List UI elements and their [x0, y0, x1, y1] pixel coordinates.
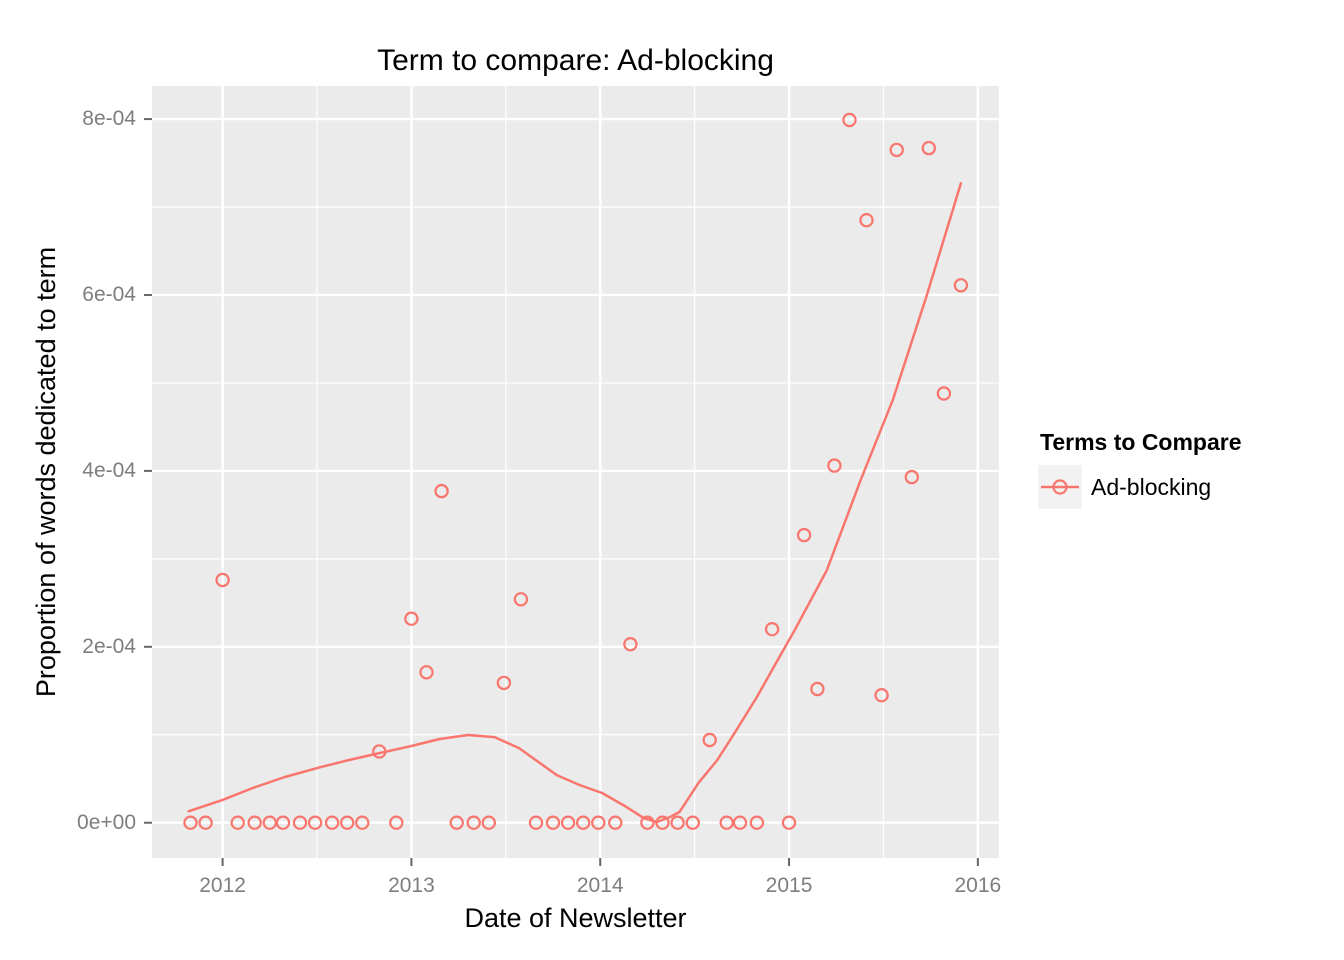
legend-key-swatch [1038, 465, 1082, 509]
data-point [842, 112, 857, 128]
data-point [640, 815, 655, 830]
data-point [560, 815, 576, 830]
data-point [859, 212, 874, 228]
data-point [434, 483, 449, 499]
data-point [324, 815, 340, 830]
data-point [183, 815, 198, 830]
data-point [275, 815, 291, 830]
data-point [247, 815, 262, 830]
data-point [545, 815, 561, 830]
data-point [466, 815, 481, 830]
data-point [481, 815, 496, 830]
y-tick-label: 0e+00 [77, 810, 136, 834]
legend-item-label: Ad-blocking [1091, 473, 1212, 500]
legend: Terms to Compare Ad-blocking [1038, 430, 1242, 509]
data-point [623, 637, 638, 652]
x-axis-title: Date of Newsletter [464, 903, 687, 933]
y-tick-label: 4e-04 [82, 458, 136, 482]
data-point [904, 469, 920, 485]
data-point [827, 458, 842, 473]
x-tick-label: 2012 [199, 874, 246, 897]
y-tick-label: 2e-04 [82, 634, 136, 658]
data-point [389, 815, 404, 830]
data-point [230, 815, 245, 830]
data-point [608, 815, 623, 830]
legend-item-ad-blocking: Ad-blocking [1038, 465, 1242, 509]
data-point [685, 815, 701, 830]
data-point [749, 815, 765, 830]
data-point [936, 386, 952, 401]
x-tick-label: 2014 [576, 874, 624, 897]
data-point [953, 278, 969, 293]
data-point [670, 815, 685, 830]
data-point [449, 815, 464, 830]
data-point [921, 140, 937, 156]
legend-title: Terms to Compare [1040, 429, 1242, 455]
y-tick-label: 8e-04 [82, 107, 136, 131]
data-point [340, 815, 355, 830]
data-point [732, 815, 748, 830]
data-point [796, 527, 812, 543]
x-tick-label: 2015 [765, 874, 813, 897]
data-point [307, 815, 323, 830]
data-point [764, 622, 780, 637]
data-point [513, 592, 529, 607]
data-point [528, 815, 544, 830]
data-point [496, 675, 512, 691]
data-point [404, 611, 419, 626]
y-tick-label: 6e-04 [82, 282, 136, 306]
data-point [215, 572, 230, 588]
data-point [889, 142, 904, 158]
data-point [874, 688, 889, 703]
x-tick-label: 2013 [388, 874, 435, 897]
data-point [292, 815, 308, 830]
plot-title: Term to compare: Ad-blocking [377, 44, 774, 77]
data-point [591, 815, 606, 830]
data-point [781, 815, 797, 830]
data-point [355, 815, 370, 830]
data-point [576, 815, 591, 830]
legend-key-line-circle-icon [1041, 479, 1079, 495]
data-point [810, 681, 825, 697]
data-point [419, 665, 434, 680]
smooth-line [187, 182, 963, 824]
x-tick-label: 2016 [954, 874, 1002, 897]
data-point [702, 732, 717, 748]
data-point [198, 815, 213, 830]
